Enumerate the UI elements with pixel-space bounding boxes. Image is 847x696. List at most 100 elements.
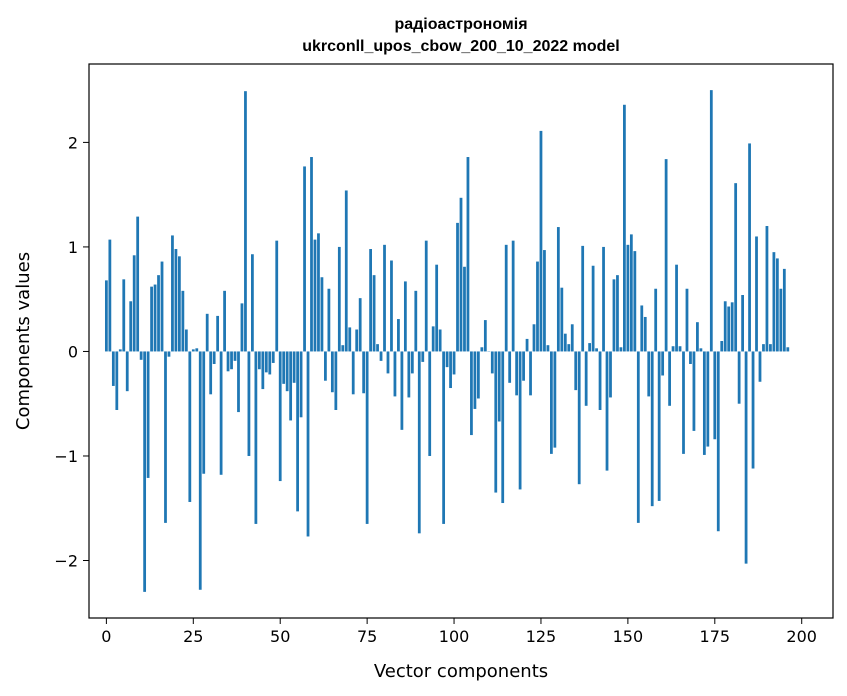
bar (442, 351, 446, 524)
bar (320, 277, 324, 352)
bar (296, 351, 299, 512)
bar (536, 261, 539, 352)
chart-title-line1: радіоастрономія (394, 16, 527, 33)
bar (278, 351, 282, 482)
bar (410, 351, 414, 374)
bar (160, 261, 164, 352)
bar (223, 290, 226, 352)
bar (775, 258, 779, 352)
bar (108, 239, 112, 352)
bar (171, 235, 174, 352)
bar (285, 351, 289, 392)
x-tick-label: 25 (183, 627, 203, 646)
bar (334, 351, 338, 410)
bar (577, 351, 581, 485)
bar (438, 329, 442, 352)
bar (251, 254, 254, 352)
y-axis-ticks: −2 −1 0 1 2 (54, 133, 89, 571)
bar (466, 157, 470, 352)
bar (403, 281, 407, 352)
bar (598, 351, 602, 410)
bar (449, 351, 452, 389)
bar (271, 351, 275, 363)
bar (619, 347, 623, 352)
bar (275, 240, 279, 352)
bar (782, 268, 786, 352)
bar (118, 349, 122, 352)
bar (664, 159, 668, 352)
bar (164, 351, 167, 523)
bar (390, 260, 393, 352)
y-tick-label: 2 (68, 133, 78, 152)
bar (626, 244, 630, 352)
bar (358, 298, 362, 352)
bar (400, 351, 404, 430)
bar (417, 351, 421, 534)
bar (299, 351, 303, 418)
bar (424, 240, 428, 352)
bar (337, 246, 341, 352)
bar (393, 351, 397, 397)
bar (584, 351, 588, 406)
bar (139, 351, 143, 360)
bar (758, 351, 762, 382)
bar (734, 183, 738, 352)
bar (188, 351, 192, 502)
bar (494, 351, 498, 493)
x-tick-label: 125 (526, 627, 557, 646)
bar (125, 351, 129, 392)
bar (351, 351, 355, 395)
bar (744, 351, 748, 564)
bar (636, 351, 640, 523)
bar (184, 329, 188, 352)
bar (431, 326, 435, 352)
bar (696, 322, 699, 352)
bar (574, 351, 578, 391)
plot-area-frame (88, 63, 834, 619)
bar (616, 275, 619, 352)
bar (143, 351, 147, 592)
bar (237, 351, 240, 413)
bar (563, 333, 567, 352)
bar (497, 351, 501, 422)
bar (525, 338, 529, 352)
bar (178, 256, 181, 352)
bar (741, 295, 744, 352)
bar (515, 351, 519, 396)
bar (647, 351, 651, 397)
bar (748, 143, 751, 352)
bar (355, 329, 359, 352)
bar (386, 351, 390, 374)
bar (473, 351, 477, 409)
y-tick-label: 1 (68, 238, 78, 257)
bar (459, 197, 463, 352)
bar (341, 345, 345, 352)
bar (504, 244, 508, 352)
bar (779, 288, 783, 352)
bar (383, 244, 386, 352)
bar (428, 351, 432, 456)
x-tick-label: 175 (700, 627, 731, 646)
bar (150, 286, 153, 352)
bar (209, 351, 213, 395)
bar (174, 249, 178, 352)
bar (181, 290, 185, 352)
bar (233, 351, 237, 361)
bar (483, 320, 487, 352)
bar (202, 351, 206, 474)
bar (522, 351, 525, 381)
bar (508, 351, 512, 383)
bar (546, 345, 550, 352)
bar (633, 251, 637, 352)
bar (303, 166, 306, 352)
bar (463, 266, 466, 352)
bar (111, 351, 115, 386)
bar (532, 324, 536, 352)
bar (529, 351, 532, 396)
bar (379, 351, 383, 361)
bar (640, 305, 644, 352)
bar (727, 306, 731, 352)
x-axis-label: Vector components (374, 661, 548, 682)
bar (657, 351, 661, 501)
bar (407, 351, 411, 398)
